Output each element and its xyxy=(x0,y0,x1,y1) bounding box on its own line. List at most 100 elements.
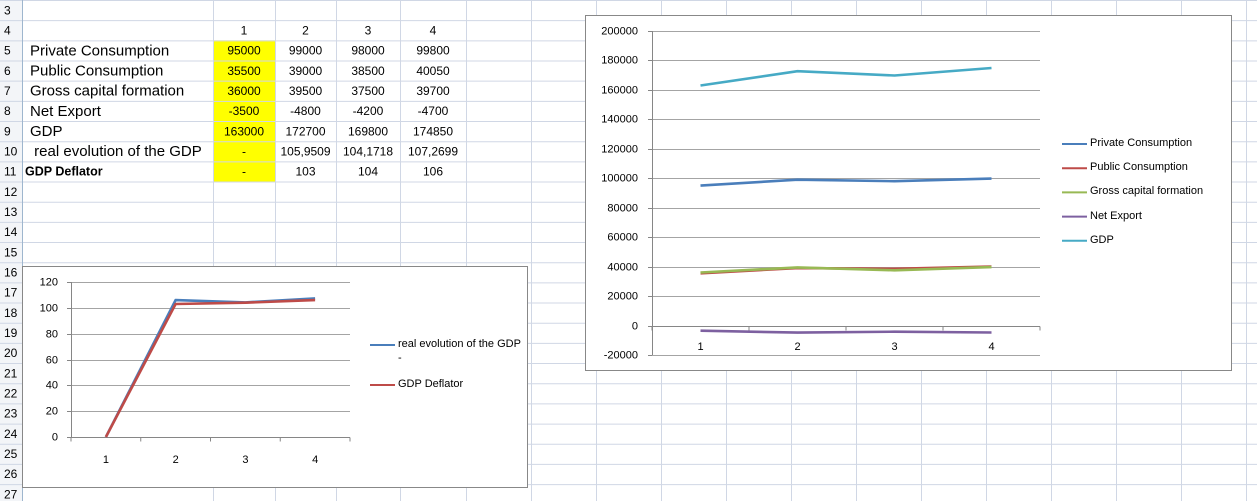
y-tick-label: 20000 xyxy=(607,290,638,302)
row-number: 7 xyxy=(4,84,11,98)
cell: 99000 xyxy=(289,44,323,58)
row-number: 27 xyxy=(4,487,18,501)
row-number: 21 xyxy=(4,366,18,380)
y-tick-label: 120000 xyxy=(601,143,638,155)
row-label: Net Export xyxy=(30,103,102,120)
row-number: 12 xyxy=(4,185,18,199)
row-number: 4 xyxy=(4,23,11,37)
cell: - xyxy=(242,144,246,158)
legend-entry: real evolution of the GDP - xyxy=(398,338,521,364)
series-line xyxy=(700,265,992,274)
y-tick-label: 200000 xyxy=(601,25,638,37)
legend-entry: Public Consumption xyxy=(1090,161,1188,174)
legend-entry: GDP Deflator xyxy=(398,378,463,390)
series-line xyxy=(104,298,316,438)
y-tick-label: 60000 xyxy=(607,231,638,243)
cell: - xyxy=(242,165,246,179)
cell: 39700 xyxy=(416,84,450,98)
row-number: 24 xyxy=(4,427,18,441)
legend-label: GDP xyxy=(1090,233,1114,246)
cell: 169800 xyxy=(348,124,388,138)
series-line xyxy=(700,66,992,87)
y-tick-label: 60 xyxy=(46,354,58,366)
y-tick-label: 120 xyxy=(40,276,58,288)
y-tick-label: -20000 xyxy=(604,349,638,361)
row-label: real evolution of the GDP xyxy=(30,143,202,160)
cell: 37500 xyxy=(351,84,385,98)
cell: 36000 xyxy=(227,84,261,98)
x-tick-label: 2 xyxy=(794,341,800,353)
column-header-cell: 3 xyxy=(365,23,372,37)
legend-entry: Net Export xyxy=(1090,209,1142,222)
y-tick-label: 40 xyxy=(46,379,58,391)
row-label: Gross capital formation xyxy=(30,83,184,100)
row-number: 15 xyxy=(4,245,18,259)
x-tick-label: 1 xyxy=(697,341,703,353)
cell: 163000 xyxy=(224,124,264,138)
row-number: 25 xyxy=(4,447,18,461)
row-number: 10 xyxy=(4,144,18,158)
y-tick-label: 80 xyxy=(46,328,58,340)
y-tick-label: 0 xyxy=(52,431,58,443)
cell: 39000 xyxy=(289,64,323,78)
x-tick-label: 3 xyxy=(891,341,897,353)
row-number: 23 xyxy=(4,407,18,421)
y-tick-label: 100000 xyxy=(601,172,638,184)
legend-label: Private Consumption xyxy=(1090,137,1193,149)
cell: 39500 xyxy=(289,84,323,98)
highlight-fill xyxy=(213,40,275,182)
x-tick-label: 2 xyxy=(173,454,179,466)
cell: 104,1718 xyxy=(343,144,393,158)
column-header-cell: 1 xyxy=(241,23,248,37)
series-line xyxy=(700,329,992,334)
cell: 174850 xyxy=(413,124,453,138)
row-number: 16 xyxy=(4,265,18,279)
row-number: 6 xyxy=(4,64,11,78)
row-number: 18 xyxy=(4,306,18,320)
y-tick-label: 20 xyxy=(46,405,58,417)
y-tick-label: 0 xyxy=(632,320,638,332)
y-tick-label: 80000 xyxy=(607,202,638,214)
x-tick-label: 4 xyxy=(312,454,318,466)
row-number: 3 xyxy=(4,3,11,17)
row-number: 22 xyxy=(4,386,18,400)
row-number: 8 xyxy=(4,104,11,118)
cell: 103 xyxy=(295,165,315,179)
cell: 106 xyxy=(423,165,443,179)
cell: 98000 xyxy=(351,44,385,58)
y-tick-label: 140000 xyxy=(601,113,638,125)
cell: 172700 xyxy=(285,124,325,138)
legend-entry: Private Consumption xyxy=(1090,137,1193,149)
cell: 35500 xyxy=(227,64,261,78)
row-number: 20 xyxy=(4,346,18,360)
column-header-cell: 4 xyxy=(430,23,437,37)
x-tick-label: 3 xyxy=(242,454,248,466)
cell: 107,2699 xyxy=(408,144,458,158)
cell: 40050 xyxy=(416,64,450,78)
cell: 104 xyxy=(358,165,378,179)
row-header-bg xyxy=(0,0,22,501)
row-label: Private Consumption xyxy=(30,42,169,59)
legend-label: Net Export xyxy=(1090,209,1142,222)
cell: 105,9509 xyxy=(280,144,330,158)
row-label: Public Consumption xyxy=(30,63,163,80)
legend-label: Gross capital formation xyxy=(1090,185,1204,198)
y-tick-label: 160000 xyxy=(601,84,638,96)
row-number: 5 xyxy=(4,44,11,58)
legend-label: real evolution of the GDP - xyxy=(398,338,521,364)
y-tick-label: 180000 xyxy=(601,54,638,66)
legend-entry: Gross capital formation xyxy=(1090,185,1204,198)
x-tick-label: 4 xyxy=(988,341,994,353)
cell: -4800 xyxy=(290,104,321,118)
cell: -4200 xyxy=(353,104,384,118)
cell: -4700 xyxy=(418,104,449,118)
row-number: 9 xyxy=(4,124,11,138)
cell: 95000 xyxy=(227,44,261,58)
cell: 38500 xyxy=(351,64,385,78)
row-number: 13 xyxy=(4,205,18,219)
y-tick-label: 100 xyxy=(40,302,58,314)
legend-label: Public Consumption xyxy=(1090,161,1188,174)
legend-entry: GDP xyxy=(1090,233,1114,246)
y-tick-label: 40000 xyxy=(607,261,638,273)
